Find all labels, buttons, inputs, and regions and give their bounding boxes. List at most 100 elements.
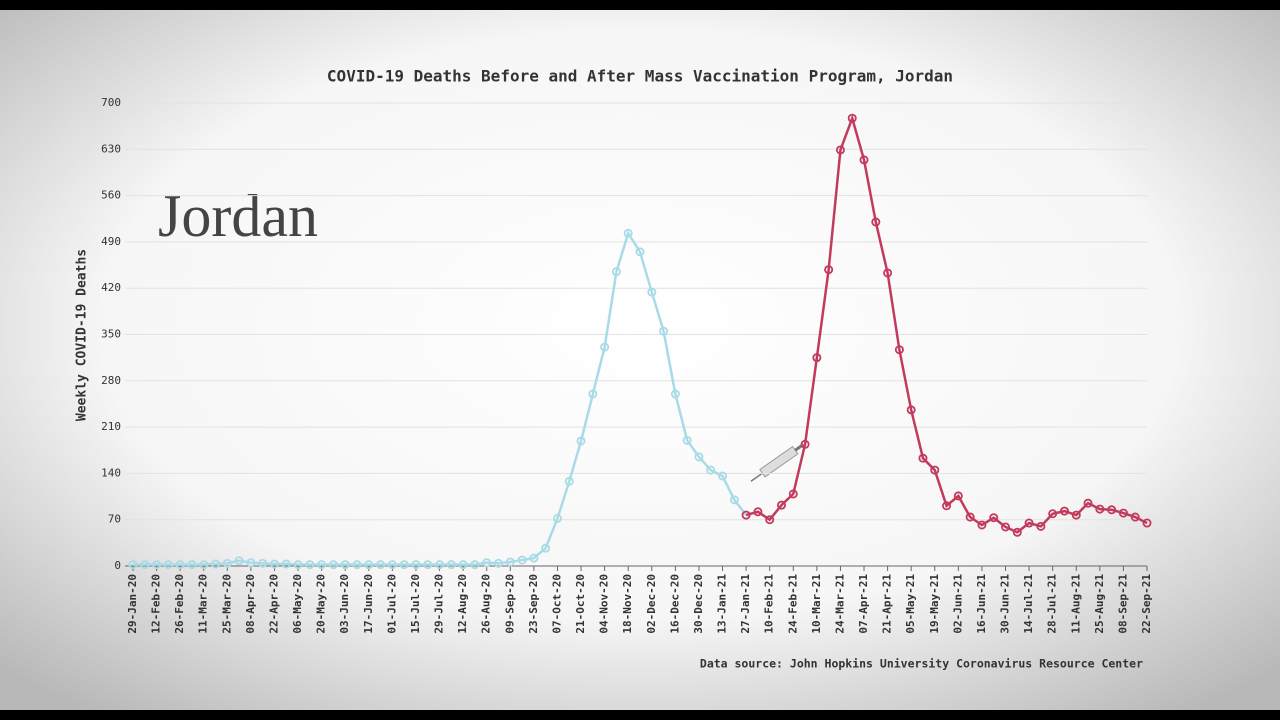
x-tick-label: 27-Jan-21 — [739, 574, 752, 634]
x-tick-label: 07-Apr-21 — [857, 574, 870, 634]
x-tick-label: 22-Sep-21 — [1140, 574, 1153, 634]
data-point — [494, 558, 504, 568]
data-point — [340, 560, 350, 570]
x-tick-label: 23-Sep-20 — [527, 574, 540, 634]
x-tick-label: 10-Feb-21 — [763, 574, 776, 634]
y-tick-label: 700 — [101, 96, 121, 109]
data-point — [517, 555, 527, 565]
data-point — [163, 560, 173, 570]
x-tick-label: 11-Aug-21 — [1069, 574, 1082, 634]
data-point — [647, 287, 657, 297]
data-point — [128, 560, 138, 570]
data-point — [482, 558, 492, 568]
data-point — [635, 247, 645, 257]
data-point — [670, 389, 680, 399]
data-point — [187, 560, 197, 570]
x-tick-label: 18-Nov-20 — [621, 574, 634, 634]
data-point — [211, 559, 221, 569]
data-point — [812, 353, 822, 363]
x-tick-label: 22-Apr-20 — [267, 574, 280, 634]
x-tick-label: 13-Jan-21 — [716, 574, 729, 634]
x-tick-label: 30-Dec-20 — [692, 574, 705, 634]
data-point — [623, 228, 633, 238]
x-tick-label: 07-Oct-20 — [550, 574, 563, 634]
x-tick-label: 12-Aug-20 — [456, 574, 469, 634]
source-note: Data source: John Hopkins University Cor… — [700, 657, 1143, 671]
data-point — [140, 560, 150, 570]
x-tick-label: 05-May-21 — [904, 574, 917, 634]
data-point — [1142, 518, 1152, 528]
x-tick-label: 06-May-20 — [291, 574, 304, 634]
data-point — [588, 389, 598, 399]
x-tick-label: 21-Apr-21 — [881, 574, 894, 634]
x-tick-label: 02-Jun-21 — [951, 574, 964, 634]
x-tick-label: 28-Jul-21 — [1046, 574, 1059, 634]
data-point — [258, 558, 268, 568]
data-point — [175, 560, 185, 570]
y-tick-label: 560 — [101, 189, 121, 202]
data-point — [552, 513, 562, 523]
x-tick-label: 08-Sep-21 — [1116, 574, 1129, 634]
data-point — [953, 491, 963, 501]
data-point — [305, 560, 315, 570]
data-point — [718, 471, 728, 481]
data-point — [1083, 498, 1093, 508]
country-label: Jordan — [158, 183, 318, 249]
x-tick-label: 12-Feb-20 — [150, 574, 163, 634]
x-tick-label: 25-Mar-20 — [220, 574, 233, 634]
x-tick-label: 29-Jan-20 — [126, 574, 139, 634]
y-tick-label: 210 — [101, 420, 121, 433]
data-point — [1059, 506, 1069, 516]
data-point — [435, 560, 445, 570]
data-point — [800, 439, 810, 449]
data-point — [1071, 510, 1081, 520]
y-tick-label: 350 — [101, 328, 121, 341]
data-point — [328, 560, 338, 570]
data-point — [399, 560, 409, 570]
data-point — [611, 267, 621, 277]
data-point — [222, 558, 232, 568]
background — [0, 10, 1280, 710]
x-tick-label: 04-Nov-20 — [598, 574, 611, 634]
x-tick-label: 03-Jun-20 — [338, 574, 351, 634]
data-point — [541, 543, 551, 553]
data-point — [965, 512, 975, 522]
data-point — [1107, 505, 1117, 515]
data-point — [835, 145, 845, 155]
data-point — [364, 560, 374, 570]
x-tick-label: 16-Jun-21 — [975, 574, 988, 634]
x-tick-label: 26-Aug-20 — [480, 574, 493, 634]
data-point — [600, 342, 610, 352]
data-point — [1048, 509, 1058, 519]
data-point — [659, 326, 669, 336]
data-point — [776, 500, 786, 510]
data-point — [152, 560, 162, 570]
series-line — [745, 114, 1148, 534]
x-tick-label: 29-Jul-20 — [433, 574, 446, 634]
data-point — [1012, 527, 1022, 537]
x-tick-label: 17-Jun-20 — [362, 574, 375, 634]
data-point — [906, 405, 916, 415]
data-point — [765, 515, 775, 525]
x-tick-label: 26-Feb-20 — [173, 574, 186, 634]
data-point — [824, 265, 834, 275]
data-point — [293, 560, 303, 570]
y-tick-label: 420 — [101, 281, 121, 294]
data-point — [741, 510, 751, 520]
data-point — [564, 476, 574, 486]
data-point — [989, 513, 999, 523]
data-point — [859, 155, 869, 165]
data-point — [1001, 522, 1011, 532]
x-tick-label: 15-Jul-20 — [409, 574, 422, 634]
x-tick-label: 25-Aug-21 — [1093, 574, 1106, 634]
data-point — [446, 560, 456, 570]
x-tick-label: 20-May-20 — [315, 574, 328, 634]
data-point — [1095, 504, 1105, 514]
x-tick-label: 11-Mar-20 — [197, 574, 210, 634]
y-tick-label: 490 — [101, 235, 121, 248]
x-tick-label: 24-Feb-21 — [786, 574, 799, 634]
data-point — [281, 559, 291, 569]
data-point — [930, 465, 940, 475]
data-point — [1130, 512, 1140, 522]
